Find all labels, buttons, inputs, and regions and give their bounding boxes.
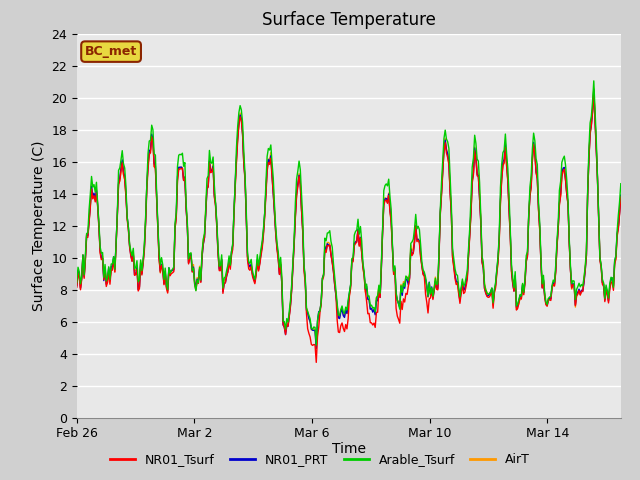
Y-axis label: Surface Temperature (C): Surface Temperature (C) xyxy=(31,140,45,311)
Text: BC_met: BC_met xyxy=(85,45,137,58)
Legend: NR01_Tsurf, NR01_PRT, Arable_Tsurf, AirT: NR01_Tsurf, NR01_PRT, Arable_Tsurf, AirT xyxy=(105,448,535,471)
X-axis label: Time: Time xyxy=(332,442,366,456)
Title: Surface Temperature: Surface Temperature xyxy=(262,11,436,29)
